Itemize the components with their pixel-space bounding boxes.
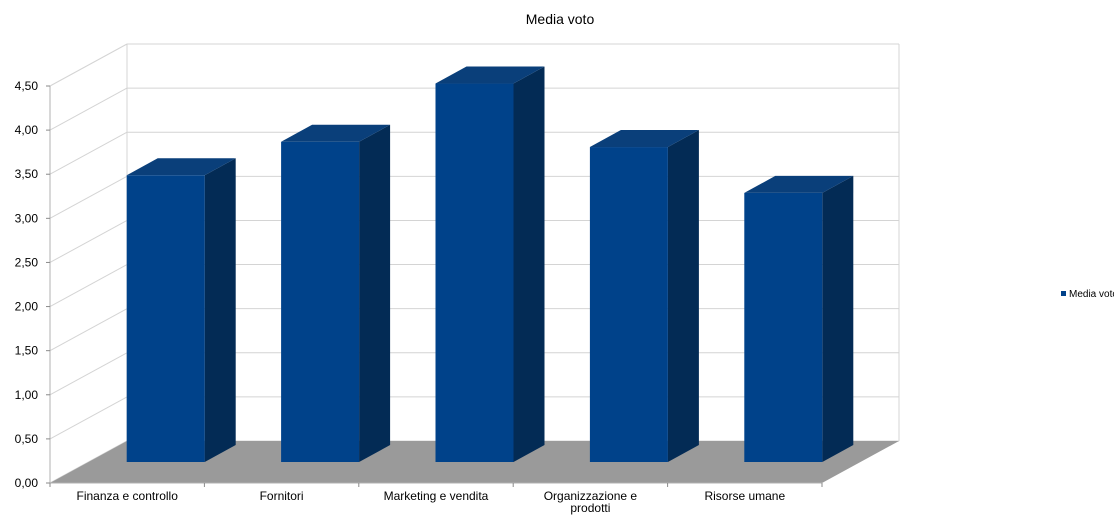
bar bbox=[126, 175, 205, 462]
bar-side bbox=[359, 124, 391, 463]
bar-top bbox=[281, 124, 391, 142]
y-tick-label: 1,00 bbox=[15, 388, 39, 402]
x-tick-label: Marketing e vendita bbox=[384, 489, 489, 503]
bar-side bbox=[822, 175, 854, 462]
legend-marker bbox=[1061, 291, 1066, 296]
x-tick-label: prodotti bbox=[570, 501, 610, 515]
bar bbox=[744, 192, 823, 462]
x-tick-label: Organizzazione e bbox=[544, 489, 638, 503]
bar bbox=[435, 83, 514, 462]
y-tick-label: 3,50 bbox=[15, 167, 39, 181]
gridline-side bbox=[49, 43, 128, 87]
legend: Media voto bbox=[1061, 289, 1114, 300]
y-tick-label: 2,00 bbox=[15, 300, 39, 314]
bar-top bbox=[589, 130, 699, 148]
y-tick-label: 2,50 bbox=[15, 255, 39, 269]
gridline-side bbox=[49, 220, 128, 263]
bar-top bbox=[435, 66, 545, 84]
legend-label: Media voto bbox=[1069, 289, 1114, 300]
chart-title: Media voto bbox=[526, 11, 595, 27]
x-tick-label: Risorse umane bbox=[704, 489, 785, 503]
gridline-side bbox=[49, 87, 128, 131]
bar-top bbox=[126, 158, 236, 176]
bar bbox=[281, 141, 360, 462]
gridline-side bbox=[49, 264, 128, 307]
bar bbox=[589, 147, 668, 462]
y-axis: 0,00 0,50 1,00 1,50 2,00 2,50 3,00 3,50 4,00 4,50 bbox=[15, 79, 823, 490]
x-tick-label: Finanza e controllo bbox=[77, 489, 179, 503]
gridline-side bbox=[49, 175, 128, 219]
y-tick-label: 4,00 bbox=[15, 123, 39, 137]
y-tick-label: 4,50 bbox=[15, 79, 39, 93]
bars-layer bbox=[126, 66, 854, 463]
gridline-side bbox=[49, 308, 128, 352]
gridline-side bbox=[49, 131, 128, 175]
bar-top bbox=[744, 175, 854, 193]
y-tick-label: 1,50 bbox=[15, 344, 39, 358]
gridline-side bbox=[49, 352, 128, 396]
bar-side bbox=[513, 66, 545, 462]
bar-side bbox=[204, 158, 236, 462]
bar-side bbox=[667, 130, 699, 462]
gridline-side bbox=[49, 396, 128, 440]
y-tick-label: 3,00 bbox=[15, 211, 39, 225]
y-tick-label: 0,00 bbox=[15, 476, 39, 490]
x-axis-labels: Finanza e controllo Fornitori Marketing e … bbox=[77, 489, 786, 515]
y-tick-label: 0,50 bbox=[15, 432, 39, 446]
x-tick-label: Fornitori bbox=[260, 489, 304, 503]
